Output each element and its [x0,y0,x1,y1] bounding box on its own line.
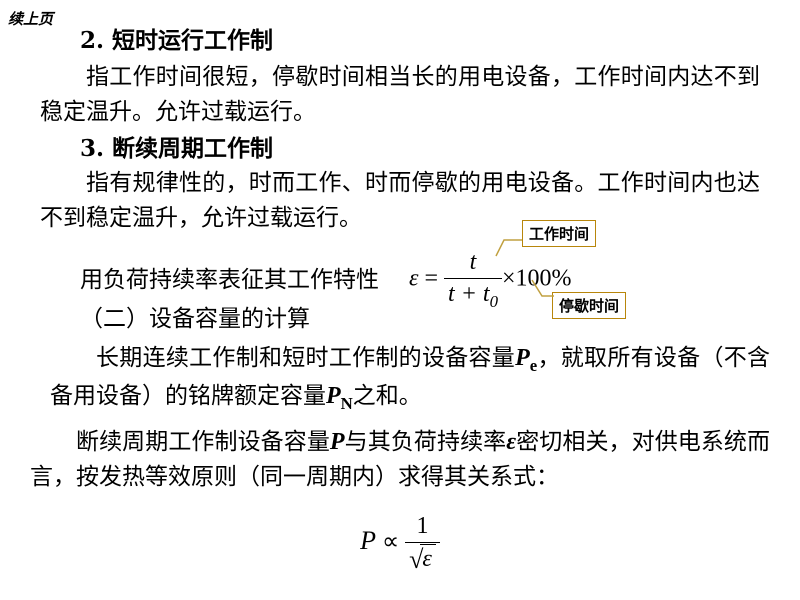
p6-var-P: P [330,429,345,455]
heading-sec-2: （二）设备容量的计算 [0,302,800,337]
p6-part-b: 与其负荷持续率 [345,429,507,455]
p5-part-a: 长期连续工作制和短时工作制的设备容量 [96,345,515,371]
p5-var-PN: P [326,383,341,409]
callout-work-time: 工作时间 [522,220,596,247]
frac1-bar [444,278,502,279]
paragraph-2: 指工作时间很短，停歇时间相当长的用电设备，工作时间内达不到稳定温升。允许过载运行… [0,60,800,129]
paragraph-6: 断续周期工作制设备容量P与其负荷持续率ε密切相关，对供电系统而言，按发热等效原则… [0,424,800,495]
f2-den-eps: ε [422,546,431,572]
load-duration-lead: 用负荷持续率表征其工作特性 [80,263,379,298]
f2-P: P [360,526,376,555]
heading-3: 3. 断续周期工作制 [0,132,800,167]
f2-bar [405,542,440,543]
paragraph-5: 长期连续工作制和短时工作制的设备容量Pe，就取所有设备（不含备用设备）的铭牌额定… [0,340,800,416]
p5-var-Pe: P [515,345,530,371]
p6-var-eps: ε [506,429,516,455]
f2-num: 1 [413,512,433,541]
formula-proportional: P ∝ 1 √ε [360,529,440,555]
fraction-2: 1 √ε [405,512,440,576]
p6-part-a: 断续周期工作制设备容量 [76,429,330,455]
page-container: { "cont_label": "续上页", "h2": "2. 短时运行工作制… [0,0,800,600]
f2-prop: ∝ [376,529,405,555]
heading-2: 2. 短时运行工作制 [0,24,800,59]
p5-part-c: 之和。 [353,383,422,409]
equals-sign: = [418,265,444,291]
paragraph-3: 指有规律性的，时而工作、时而停歇的用电设备。工作时间内也达不到稳定温升，允许过载… [0,166,800,235]
times-100: ×100% [502,265,572,291]
frac1-num: t [470,249,477,275]
p5-sub-N: N [341,394,353,413]
sqrt-box: √ε [409,544,436,576]
